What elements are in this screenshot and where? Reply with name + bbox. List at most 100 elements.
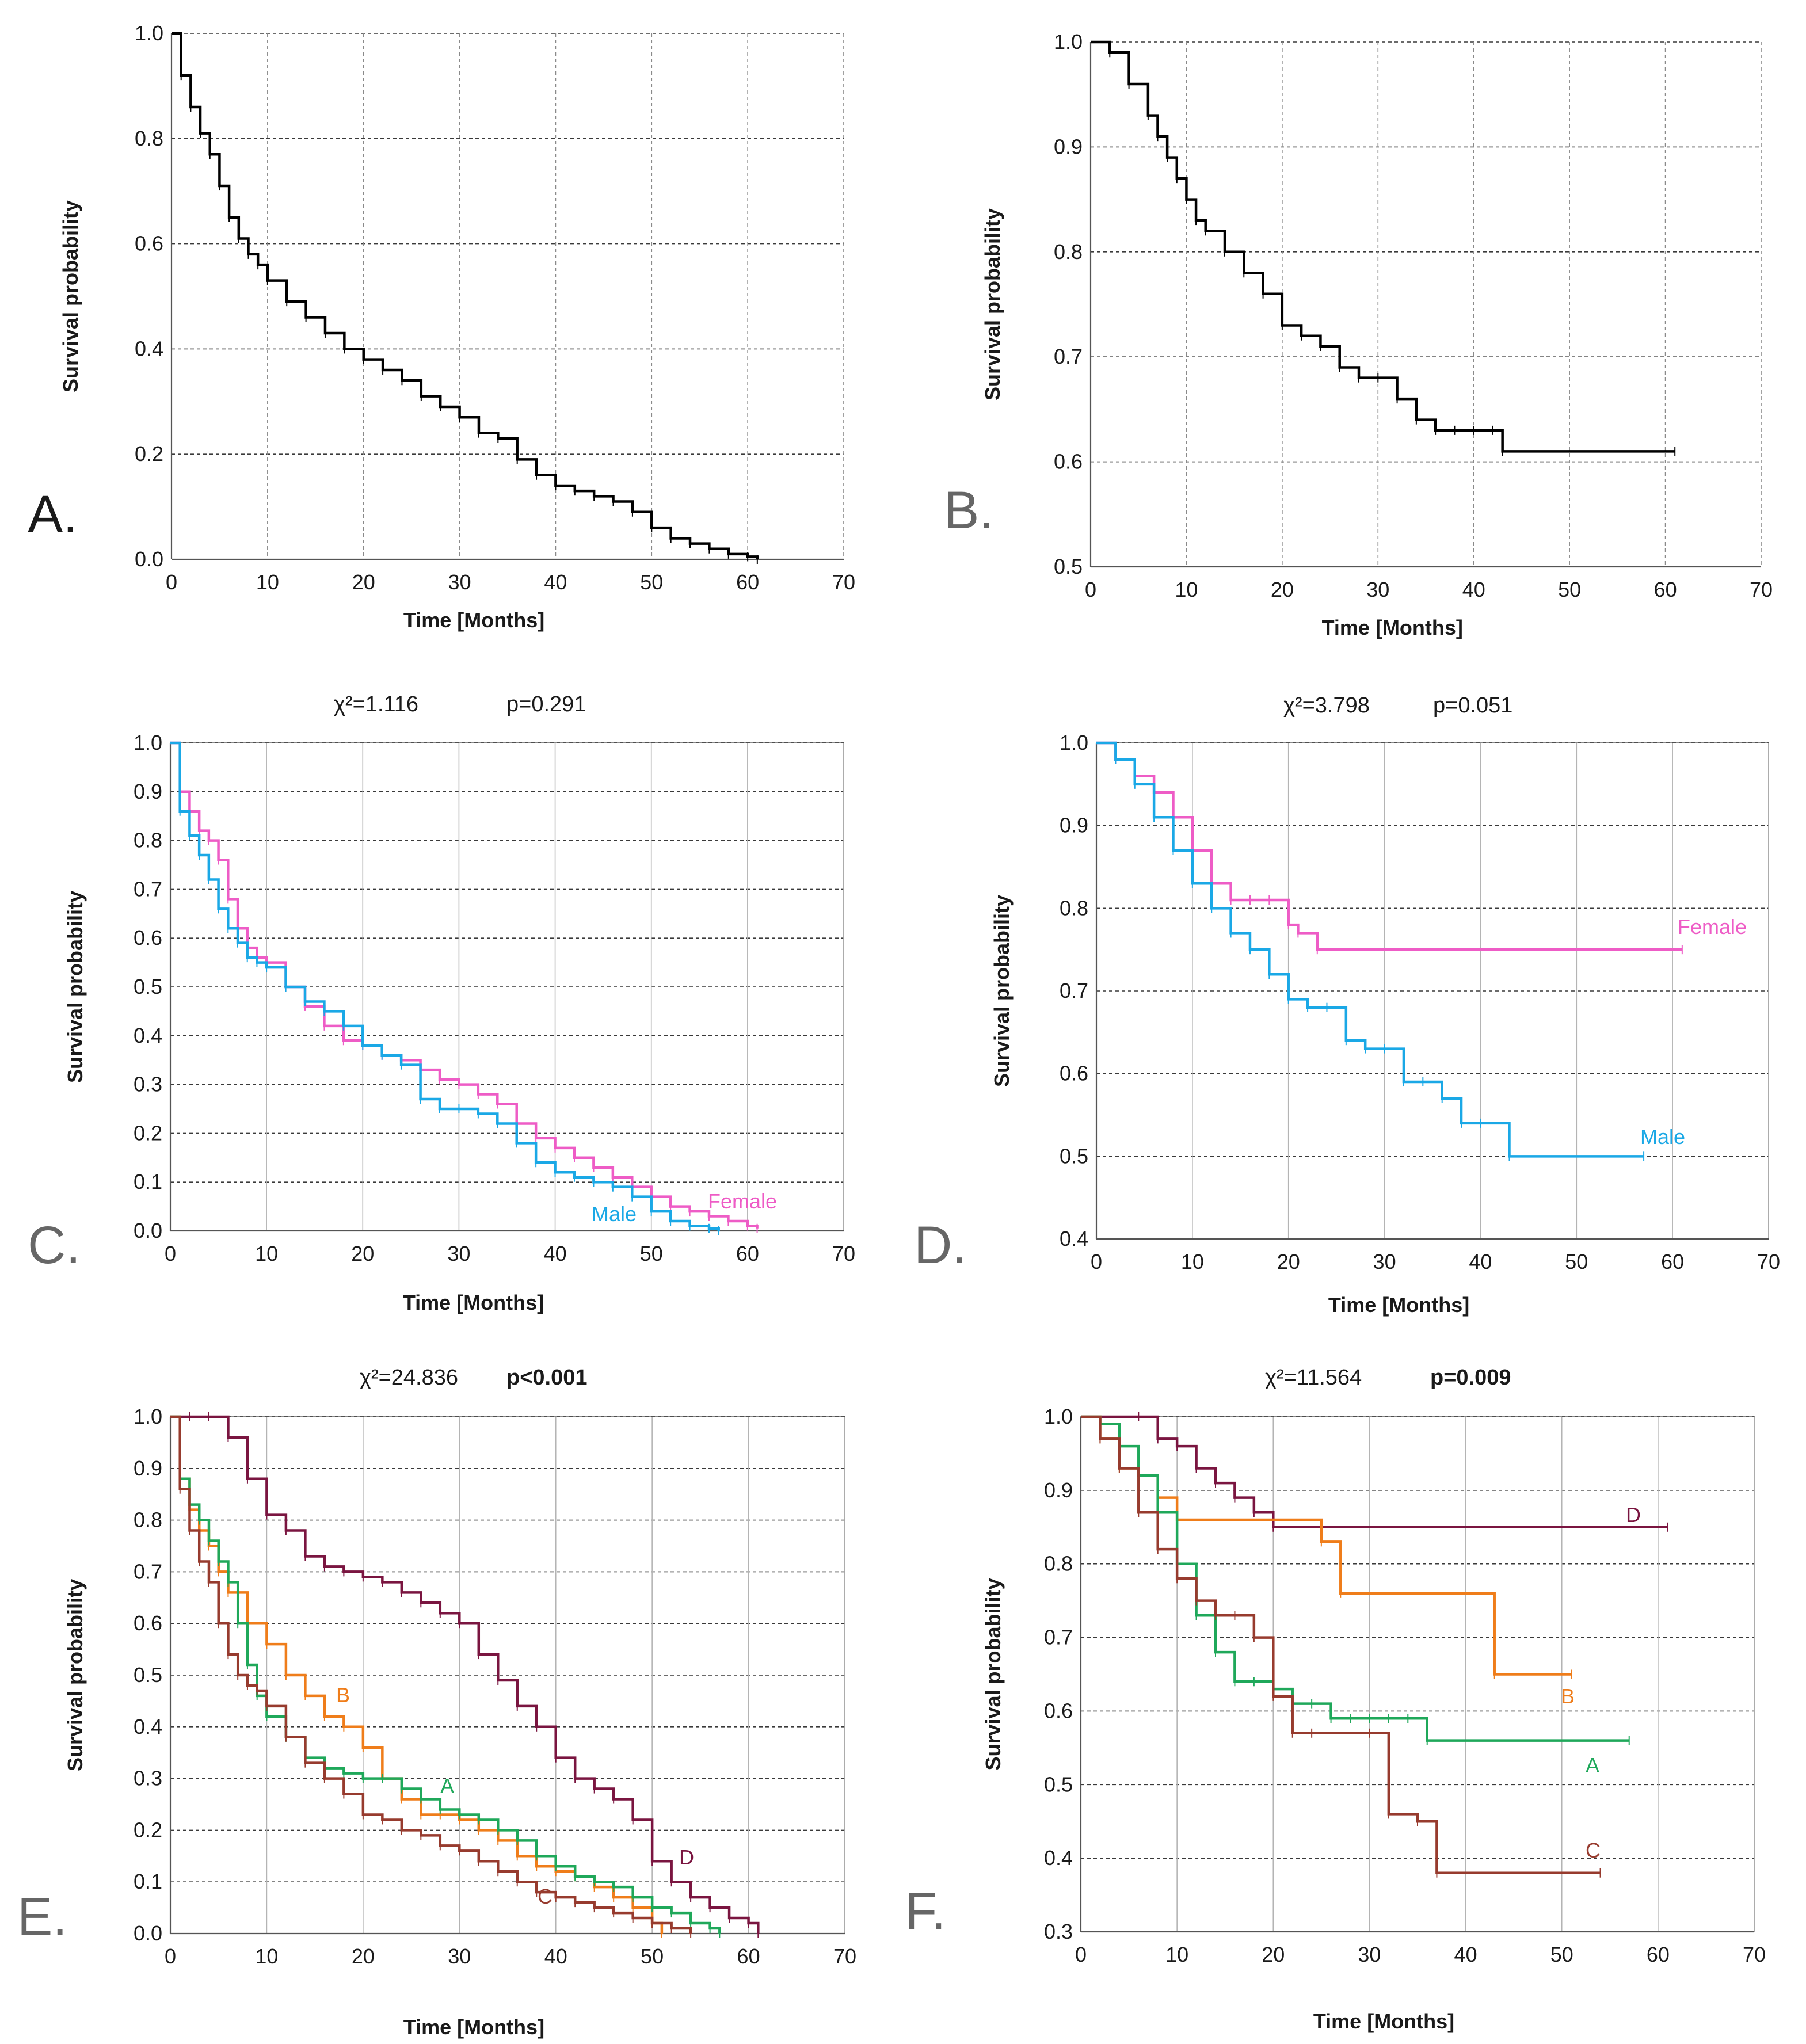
- series-a-line: [170, 1415, 721, 1934]
- y-tick-label: 0.5: [1044, 1772, 1073, 1796]
- y-tick-label: 0.5: [1054, 555, 1083, 578]
- series-label-male: Male: [592, 1202, 637, 1226]
- x-tick-label: 70: [832, 1242, 855, 1265]
- y-tick-label: 0.9: [1044, 1478, 1073, 1502]
- series-label-female: Female: [708, 1189, 777, 1213]
- chart-a: 0.0 0.2 0.4 0.6 0.8 1.0 0 10 20 30 40 50 60 70 Time [M…: [28, 21, 855, 632]
- chi-square-stat: χ²=11.564: [1265, 1366, 1362, 1390]
- y-tick-label: 0.2: [134, 1818, 162, 1841]
- x-tick-label: 60: [1654, 578, 1677, 601]
- chart-c: 0.0 0.1 0.2 0.3 0.4 0.5 0.6 0.7 0.8 0.9 1.0 0 10 20 30…: [28, 692, 855, 1314]
- x-tick-label: 20: [352, 1944, 375, 1968]
- series-b-line: [1081, 1415, 1572, 1676]
- x-tick-label: 70: [1757, 1250, 1780, 1273]
- chart-e: 0.0 0.1 0.2 0.3 0.4 0.5 0.6 0.7 0.8 0.9 1.0 0 10 20 30…: [17, 1366, 856, 2039]
- x-tick-label: 40: [544, 570, 567, 594]
- chart-b: 0.5 0.6 0.7 0.8 0.9 1.0 0 10 20 30 40 50 60 70 Time [M…: [944, 30, 1773, 639]
- y-tick-label: 0.7: [134, 1559, 162, 1583]
- y-tick-label: 0.4: [135, 337, 163, 360]
- series-male-line: [1096, 741, 1644, 1158]
- y-tick-label: 0.5: [134, 1663, 162, 1687]
- x-tick-label: 0: [165, 1242, 176, 1265]
- x-tick-label: 70: [832, 570, 855, 594]
- y-tick-label: 0.7: [1060, 979, 1088, 1002]
- y-tick-label: 0.1: [134, 1870, 162, 1893]
- x-tick-label: 20: [1271, 578, 1294, 601]
- p-value-stat: p<0.001: [506, 1366, 588, 1390]
- x-tick-label: 0: [165, 1944, 176, 1968]
- y-tick-label: 0.8: [134, 1508, 162, 1532]
- series-all-patients-line: [1091, 40, 1675, 453]
- x-tick-label: 60: [736, 1242, 759, 1265]
- chi-square-stat: χ²=3.798: [1283, 693, 1370, 718]
- y-axis-label: Survival probability: [59, 200, 82, 392]
- x-axis-label: Time [Months]: [403, 2015, 544, 2039]
- chi-square-stat: χ²=24.836: [360, 1366, 458, 1390]
- x-tick-label: 10: [255, 1944, 278, 1968]
- series-label-b: B: [336, 1683, 350, 1707]
- series-male-line: [170, 741, 720, 1231]
- series-label-a: A: [440, 1774, 454, 1798]
- x-tick-label: 40: [544, 1242, 567, 1265]
- x-tick-label: 10: [1181, 1250, 1204, 1273]
- panel-letter: E.: [17, 1887, 67, 1946]
- x-tick-label: 40: [1462, 578, 1485, 601]
- y-tick-label: 0.8: [134, 829, 162, 852]
- p-value-stat: p=0.009: [1430, 1366, 1511, 1390]
- x-axis-label: Time [Months]: [403, 1291, 544, 1314]
- x-axis-label: Time [Months]: [1322, 616, 1463, 639]
- y-tick-label: 0.4: [1044, 1846, 1073, 1870]
- x-tick-label: 60: [1661, 1250, 1684, 1273]
- chi-square-stat: χ²=1.116: [334, 692, 418, 716]
- x-axis-label: Time [Months]: [1313, 2009, 1454, 2033]
- y-tick-label: 1.0: [134, 731, 162, 754]
- chart-f: 0.3 0.4 0.5 0.6 0.7 0.8 0.9 1.0 0 10 20 30 40 50 60 70 T…: [905, 1366, 1766, 2033]
- x-tick-label: 50: [1565, 1250, 1588, 1273]
- x-tick-label: 10: [256, 570, 279, 594]
- y-tick-label: 0.5: [1060, 1144, 1088, 1168]
- x-tick-label: 30: [448, 1944, 471, 1968]
- x-tick-label: 30: [1373, 1250, 1396, 1273]
- x-tick-label: 0: [1075, 1943, 1087, 1966]
- x-axis-label: Time [Months]: [1328, 1293, 1469, 1317]
- series-label-c: C: [1586, 1839, 1601, 1862]
- x-tick-label: 70: [833, 1944, 856, 1968]
- y-tick-label: 0.9: [134, 780, 162, 803]
- x-tick-label: 40: [544, 1944, 567, 1968]
- y-tick-label: 1.0: [1044, 1405, 1073, 1428]
- series-female-line: [170, 741, 759, 1229]
- x-tick-label: 30: [1366, 578, 1389, 601]
- series-label-a: A: [1586, 1753, 1599, 1777]
- y-tick-label: 0.3: [1044, 1920, 1073, 1943]
- x-tick-label: 0: [1085, 578, 1096, 601]
- y-tick-label: 0.6: [134, 1611, 162, 1635]
- x-tick-label: 60: [737, 1944, 760, 1968]
- series-label-male: Male: [1640, 1125, 1685, 1149]
- y-tick-label: 0.9: [1054, 135, 1083, 158]
- y-tick-label: 0.5: [134, 975, 162, 998]
- panel-letter: C.: [28, 1216, 81, 1275]
- series-label-d: D: [1626, 1503, 1641, 1527]
- x-tick-label: 50: [640, 1242, 663, 1265]
- y-tick-label: 0.2: [135, 442, 163, 466]
- plot-frame: [1080, 1416, 1755, 1932]
- x-tick-label: 50: [1550, 1943, 1573, 1966]
- y-axis-label: Survival probability: [63, 891, 87, 1083]
- x-tick-label: 20: [1262, 1943, 1285, 1966]
- y-tick-label: 0.4: [134, 1024, 162, 1047]
- x-tick-label: 10: [255, 1242, 278, 1265]
- series-label-b: B: [1561, 1684, 1575, 1708]
- x-tick-label: 50: [640, 570, 663, 594]
- x-tick-label: 40: [1469, 1250, 1492, 1273]
- x-tick-label: 20: [352, 570, 375, 594]
- x-tick-label: 60: [736, 570, 759, 594]
- x-tick-label: 20: [351, 1242, 374, 1265]
- y-tick-label: 0.0: [135, 547, 163, 571]
- y-tick-label: 0.6: [134, 926, 162, 949]
- series-label-d: D: [679, 1845, 694, 1869]
- y-tick-label: 0.8: [1060, 896, 1088, 920]
- y-tick-label: 0.6: [135, 232, 163, 255]
- y-axis-label: Survival probability: [981, 208, 1004, 401]
- p-value-stat: p=0.051: [1433, 693, 1512, 718]
